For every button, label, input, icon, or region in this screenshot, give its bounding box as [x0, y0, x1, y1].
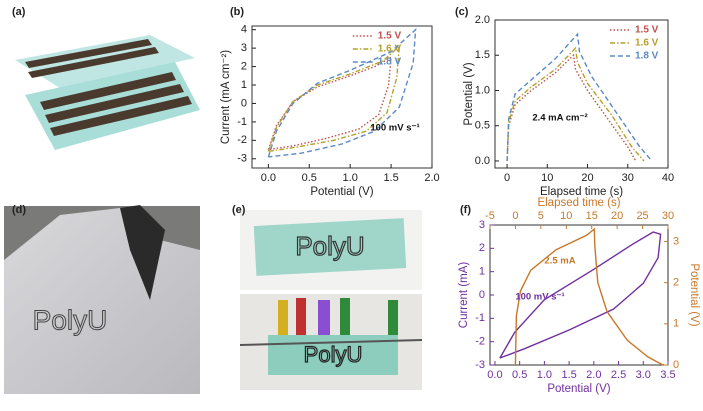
legend-label: 1.6 V: [378, 44, 402, 55]
tick-label: 3.0: [636, 369, 651, 381]
tick-label: 1.0: [537, 369, 552, 381]
tick-label: 0: [512, 210, 518, 222]
tick-label: 1: [673, 318, 679, 330]
tick-label: 2.0: [424, 172, 439, 184]
annotation: 100 mV s⁻¹: [515, 292, 564, 303]
series-line: [499, 231, 662, 359]
legend-label: 1.8 V: [378, 57, 402, 68]
tick-label: 40: [662, 172, 674, 184]
tick-label: 20: [611, 210, 623, 222]
tick-label: 15: [586, 210, 598, 222]
series-line: [506, 53, 637, 162]
photo-text: PolyU: [295, 231, 364, 261]
legend-label: 1.6 V: [635, 38, 659, 49]
tick-label: 1.5: [475, 49, 490, 61]
photo-text: PolyU: [33, 304, 108, 335]
tick-label: 0.0: [475, 155, 490, 167]
tick-label: 0: [241, 97, 247, 109]
axis-label: Current (mA cm⁻²): [220, 50, 232, 144]
series-line: [506, 32, 653, 162]
panel-label: (d): [12, 204, 26, 216]
tick-label: 0: [479, 289, 485, 301]
tick-label: 0: [504, 172, 510, 184]
legend-label: 1.8 V: [635, 51, 659, 62]
annotation: 2.5 mA: [544, 256, 575, 267]
tick-label: 10: [560, 210, 572, 222]
axis-label: Potential (V): [688, 263, 700, 326]
tick-label: 3.5: [660, 369, 675, 381]
axis-label: Potential (V): [310, 186, 373, 198]
axis-label: Elapsed time (s): [540, 186, 623, 198]
tick-label: 25: [636, 210, 648, 222]
tick-label: 20: [581, 172, 593, 184]
tick-label: -5: [485, 210, 495, 222]
tick-label: 30: [622, 172, 634, 184]
tick-label: 1.0: [343, 172, 358, 184]
tick-label: 0.5: [512, 369, 527, 381]
tick-label: 5: [538, 210, 544, 222]
photo-d: PolyU: [4, 205, 200, 394]
tick-label: -2: [237, 134, 247, 146]
annotation: 2.4 mA cm⁻²: [532, 113, 587, 124]
tick-label: 3: [479, 219, 485, 231]
panel-label: (c): [455, 6, 469, 18]
tick-label: 0.5: [475, 120, 490, 132]
photo-text: PolyU: [304, 342, 363, 367]
panel-label: (a): [12, 6, 26, 18]
tick-label: 3: [673, 235, 679, 247]
tick-label: 2.0: [475, 14, 490, 26]
tick-label: -3: [237, 153, 247, 165]
panel-label: (f): [460, 204, 471, 216]
tick-label: 2.0: [586, 369, 601, 381]
series-line: [267, 56, 392, 151]
tick-label: 3: [241, 42, 247, 54]
tick-label: 10: [541, 172, 553, 184]
plot-frame: [494, 19, 669, 169]
tick-label: 1.5: [561, 369, 576, 381]
axis-label: Current (mA): [458, 262, 470, 329]
series-line: [506, 46, 645, 162]
panel-label: (e): [232, 204, 246, 216]
tick-label: 2.5: [611, 369, 626, 381]
annotation: 100 mV s⁻¹: [370, 123, 419, 134]
tick-label: 1.5: [383, 172, 398, 184]
legend-label: 1.5 V: [378, 31, 402, 42]
panel-label: (b): [230, 6, 244, 18]
axis-label: Potential (V): [547, 383, 610, 395]
tick-label: 0.0: [261, 172, 276, 184]
legend-label: 1.5 V: [635, 25, 659, 36]
tick-label: 2: [241, 60, 247, 72]
tick-label: 2: [479, 242, 485, 254]
tick-label: -3: [475, 359, 485, 371]
series-line: [514, 227, 664, 366]
tick-label: 0.0: [487, 369, 502, 381]
axis-label: Elapsed time (s): [537, 197, 620, 209]
tick-label: 0: [673, 359, 679, 371]
series-line: [267, 44, 401, 153]
photo-e: PolyU PolyU: [239, 210, 423, 390]
tick-label: 1: [479, 266, 485, 278]
tick-label: -1: [237, 116, 247, 128]
tick-label: 4: [241, 24, 247, 36]
tick-label: 1.0: [475, 84, 490, 96]
tick-label: 30: [662, 210, 674, 222]
tick-label: 0.5: [302, 172, 317, 184]
tick-label: -2: [475, 336, 485, 348]
series-line: [267, 28, 417, 158]
axis-label: Potential (V): [463, 62, 475, 125]
tick-label: -1: [475, 312, 485, 324]
tick-label: 2: [673, 277, 679, 289]
photo-a: [15, 35, 200, 150]
plot-frame: [251, 25, 433, 169]
tick-label: 1: [241, 79, 247, 91]
